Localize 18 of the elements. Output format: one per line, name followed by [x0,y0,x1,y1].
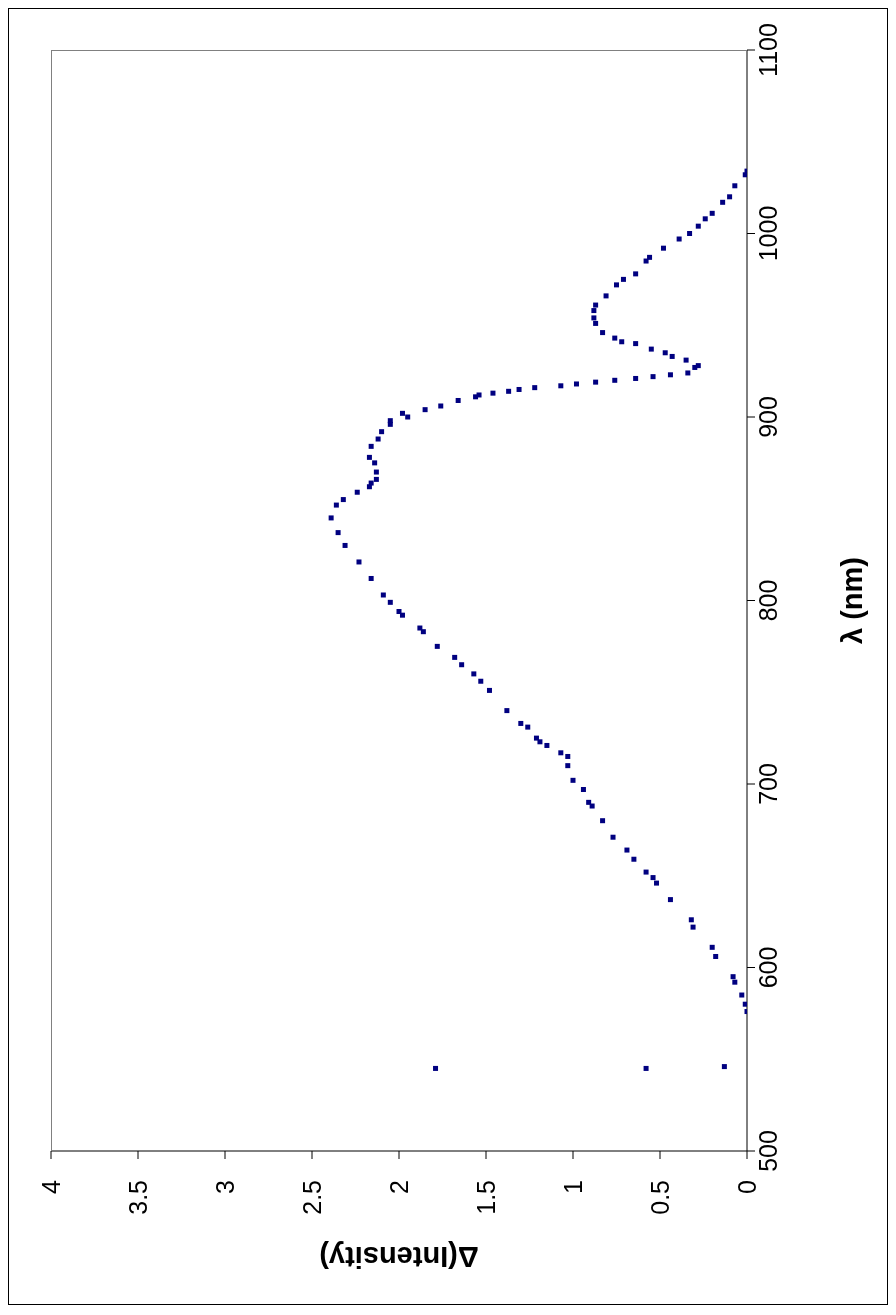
x-axis-title: Δ(Intensity) [319,1241,479,1273]
y-tick-label: 1100 [754,23,782,77]
y-tick-label: 900 [754,396,782,438]
x-tick-label: 1.5 [472,1180,500,1215]
x-tick-label: 4 [37,1179,65,1194]
x-tick-label: 2 [385,1180,413,1194]
x-tick-label: 0.5 [646,1180,674,1215]
x-tick-label: 1 [559,1180,587,1194]
x-tick-label: 0 [733,1180,761,1194]
x-tick-label: 3 [211,1180,239,1194]
y-tick-label: 500 [754,1130,782,1172]
y-tick-label: 1000 [754,205,782,262]
x-tick-label: 3.5 [124,1180,152,1215]
y-tick-label: 800 [754,579,782,622]
y-axis-title: λ (nm) [836,557,868,644]
x-tick-label: 2.5 [298,1180,326,1215]
y-tick-label: 600 [754,946,782,989]
y-tick-label: 700 [754,763,782,805]
